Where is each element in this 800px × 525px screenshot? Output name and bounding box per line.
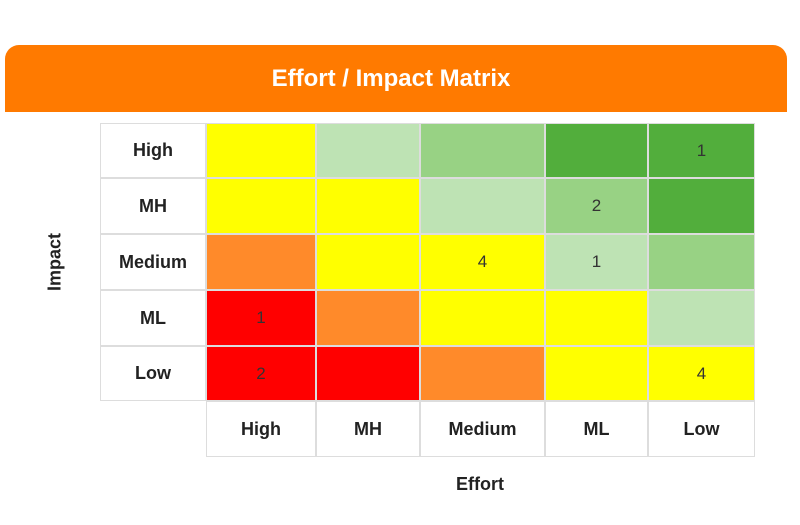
heatmap-cell xyxy=(316,290,420,346)
heatmap-cell xyxy=(316,123,420,178)
x-tick-label: ML xyxy=(545,401,648,457)
heatmap-cell: 1 xyxy=(206,290,316,346)
title-banner: Effort / Impact Matrix xyxy=(5,45,787,112)
heatmap-cell xyxy=(648,178,755,234)
y-tick-label: High xyxy=(100,123,206,178)
x-axis-label: Effort xyxy=(456,474,504,494)
y-tick-label: MH xyxy=(100,178,206,234)
heatmap-cell: 4 xyxy=(420,234,545,290)
heatmap-cell xyxy=(316,178,420,234)
heatmap-cell xyxy=(420,290,545,346)
heatmap-cell xyxy=(316,234,420,290)
heatmap-cell xyxy=(316,346,420,401)
y-axis-label: Impact xyxy=(44,232,65,292)
heatmap-cell: 1 xyxy=(545,234,648,290)
heatmap-cell xyxy=(420,346,545,401)
heatmap-cell xyxy=(545,290,648,346)
x-tick-label: Medium xyxy=(420,401,545,457)
y-tick-label: ML xyxy=(100,290,206,346)
heatmap-cell xyxy=(545,123,648,178)
heatmap-cell: 2 xyxy=(545,178,648,234)
heatmap-cell xyxy=(206,123,316,178)
x-tick-label: MH xyxy=(316,401,420,457)
heatmap-cell xyxy=(648,234,755,290)
heatmap-cell: 2 xyxy=(206,346,316,401)
heatmap-cell xyxy=(545,346,648,401)
heatmap-cell xyxy=(206,178,316,234)
x-tick-label: Low xyxy=(648,401,755,457)
heatmap-cell xyxy=(420,123,545,178)
y-tick-label: Medium xyxy=(100,234,206,290)
x-tick-label: High xyxy=(206,401,316,457)
y-tick-label: Low xyxy=(100,346,206,401)
heatmap-cell xyxy=(420,178,545,234)
chart-title: Effort / Impact Matrix xyxy=(271,64,511,92)
heatmap-cell: 1 xyxy=(648,123,755,178)
heatmap-cell xyxy=(206,234,316,290)
heatmap-cell xyxy=(648,290,755,346)
heatmap-cell: 4 xyxy=(648,346,755,401)
